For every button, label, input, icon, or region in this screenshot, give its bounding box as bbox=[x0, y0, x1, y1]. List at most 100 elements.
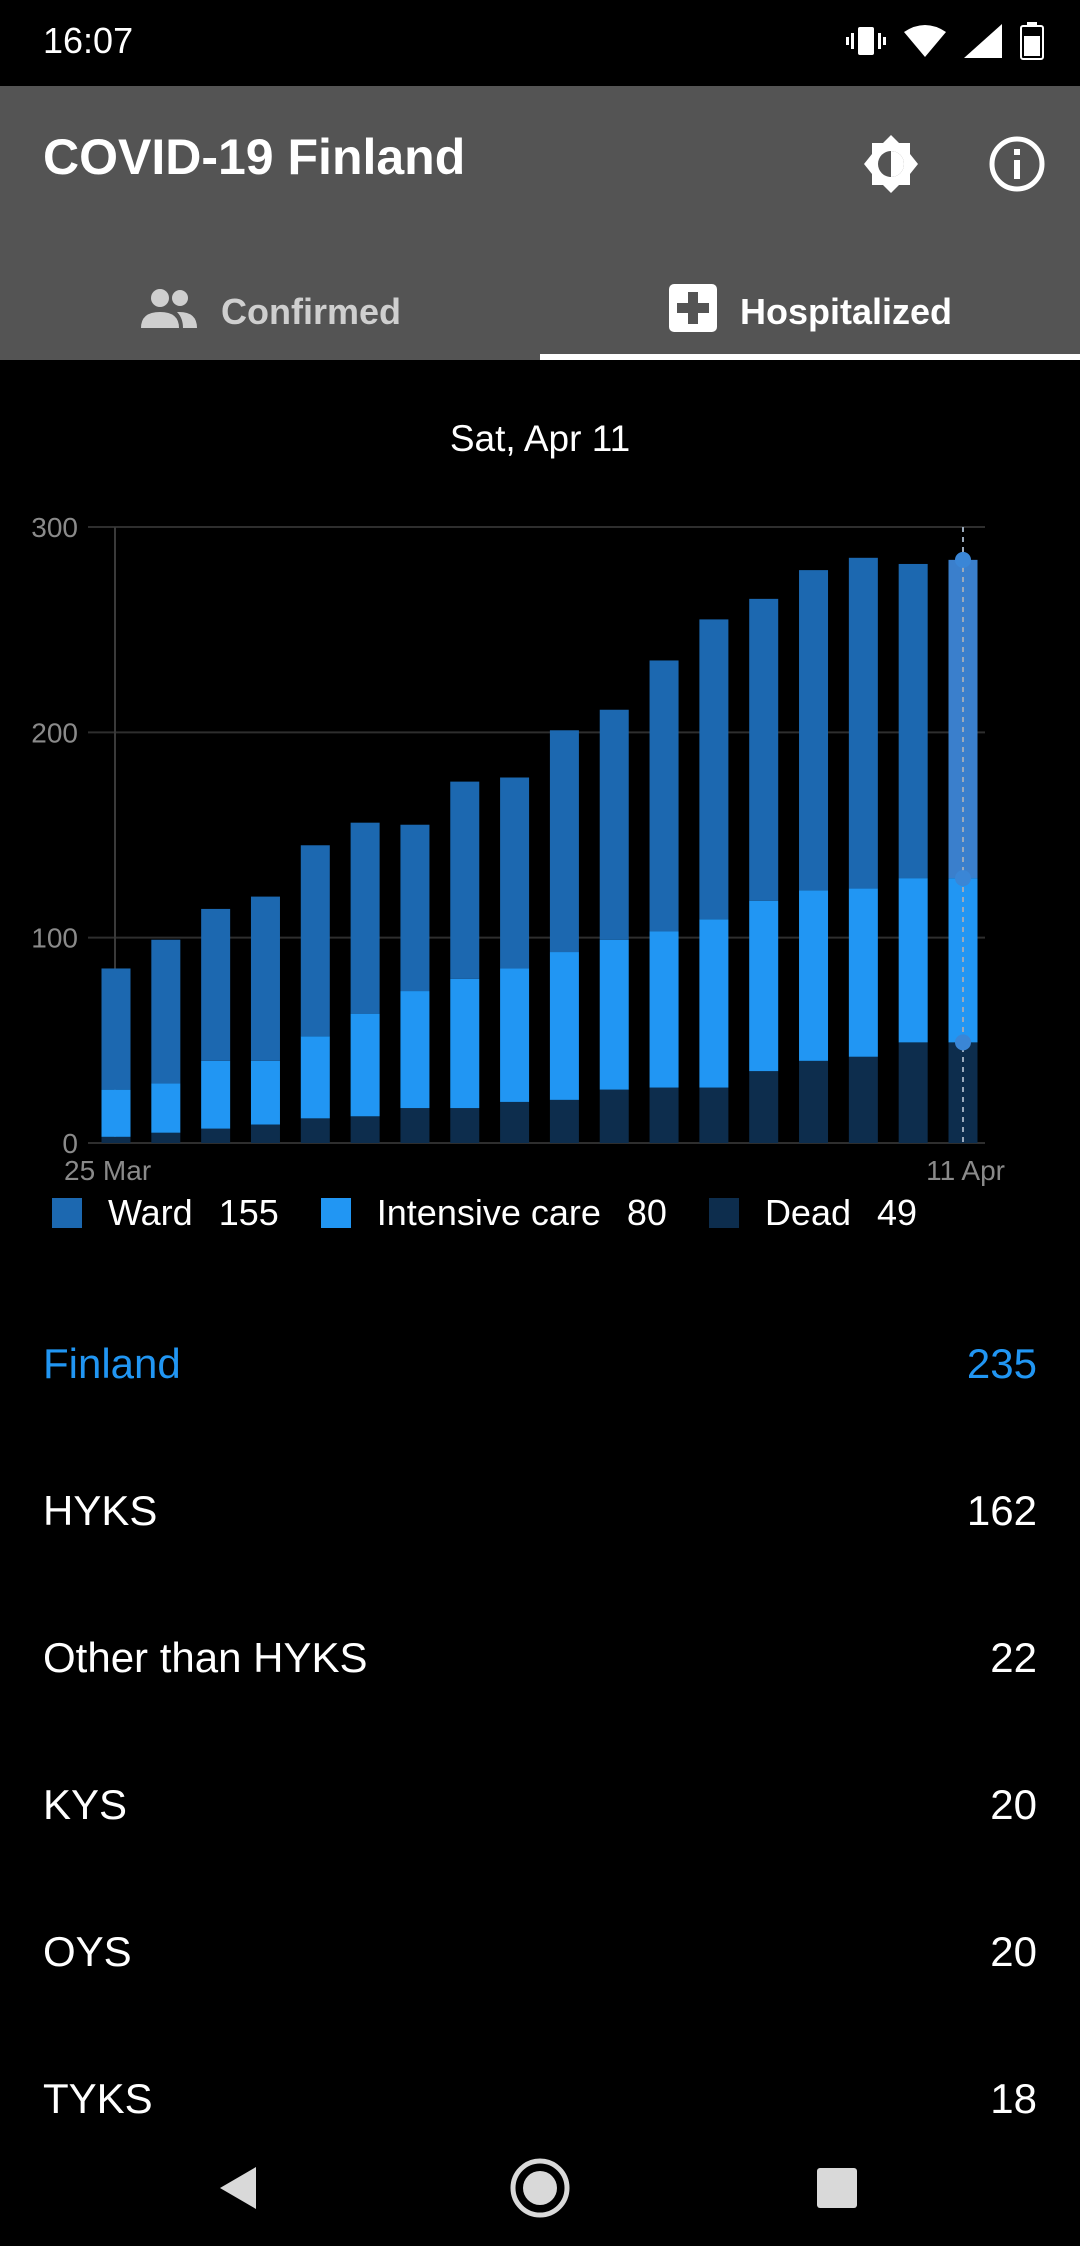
hospitalized-chart[interactable]: 0 100 200 300 25 Mar 11 Apr bbox=[0, 500, 1080, 1190]
tab-hospitalized-label: Hospitalized bbox=[740, 291, 952, 333]
bar-dead bbox=[899, 1042, 928, 1143]
region-name: HYKS bbox=[43, 1487, 157, 1535]
bar-intensive-care bbox=[102, 1090, 131, 1137]
legend-swatch-intensive-care bbox=[321, 1198, 351, 1228]
bar-dead bbox=[251, 1125, 280, 1143]
region-value: 22 bbox=[990, 1634, 1037, 1682]
region-value: 20 bbox=[990, 1781, 1037, 1829]
recents-icon bbox=[816, 2167, 858, 2214]
region-name: Other than HYKS bbox=[43, 1634, 368, 1682]
region-name: OYS bbox=[43, 1928, 132, 1976]
region-name: TYKS bbox=[43, 2075, 153, 2123]
legend-label-intensive-care: Intensive care bbox=[377, 1192, 601, 1234]
region-name: KYS bbox=[43, 1781, 127, 1829]
bar-ward bbox=[749, 599, 778, 901]
system-nav-bar bbox=[0, 2136, 1080, 2246]
region-value: 235 bbox=[967, 1340, 1037, 1388]
bar-intensive-care bbox=[301, 1036, 330, 1118]
app-title: COVID-19 Finland bbox=[43, 128, 465, 186]
legend-label-dead: Dead bbox=[765, 1192, 851, 1234]
bar-dead bbox=[799, 1061, 828, 1143]
brightness-icon bbox=[860, 133, 922, 200]
region-list: Finland 235 HYKS 162 Other than HYKS 22 … bbox=[0, 1290, 1080, 2172]
theme-toggle-button[interactable] bbox=[851, 126, 931, 206]
bar-ward bbox=[699, 619, 728, 919]
bar-dead bbox=[650, 1088, 679, 1143]
region-row-kys[interactable]: KYS 20 bbox=[0, 1731, 1080, 1878]
bar-intensive-care bbox=[699, 919, 728, 1087]
info-icon bbox=[988, 135, 1046, 198]
region-name: Finland bbox=[43, 1340, 181, 1388]
bar-dead bbox=[351, 1116, 380, 1143]
legend-value-dead: 49 bbox=[877, 1192, 917, 1234]
region-value: 162 bbox=[967, 1487, 1037, 1535]
tab-hospitalized[interactable]: Hospitalized bbox=[540, 264, 1080, 360]
bar-ward bbox=[301, 845, 330, 1036]
bar-intensive-care bbox=[400, 991, 429, 1108]
bar-intensive-care bbox=[749, 901, 778, 1071]
tab-confirmed-label: Confirmed bbox=[221, 291, 401, 333]
bar-ward bbox=[251, 897, 280, 1061]
bar-dead bbox=[550, 1100, 579, 1143]
bar-dead bbox=[699, 1088, 728, 1143]
bar-intensive-care bbox=[600, 940, 629, 1090]
back-button[interactable] bbox=[198, 2150, 278, 2230]
recents-button[interactable] bbox=[797, 2150, 877, 2230]
bar-intensive-care bbox=[899, 878, 928, 1042]
people-icon bbox=[139, 288, 199, 337]
bar-ward bbox=[151, 940, 180, 1084]
bar-intensive-care bbox=[799, 890, 828, 1060]
bar-ward bbox=[500, 778, 529, 969]
home-button[interactable] bbox=[500, 2150, 580, 2230]
bar-intensive-care bbox=[849, 888, 878, 1056]
status-icons bbox=[846, 18, 1044, 68]
bar-dead bbox=[400, 1108, 429, 1143]
bar-intensive-care bbox=[550, 952, 579, 1100]
bar-intensive-care bbox=[650, 932, 679, 1088]
chart-selected-date: Sat, Apr 11 bbox=[0, 418, 1080, 460]
legend-item-dead: Dead 49 bbox=[709, 1192, 917, 1234]
bar-intensive-care bbox=[351, 1014, 380, 1117]
vibrate-icon bbox=[846, 24, 886, 63]
bar-ward bbox=[849, 558, 878, 889]
region-row-hyks[interactable]: HYKS 162 bbox=[0, 1437, 1080, 1584]
bar-ward bbox=[550, 730, 579, 952]
legend-label-ward: Ward bbox=[108, 1192, 193, 1234]
bar-dead bbox=[849, 1057, 878, 1143]
region-row-oys[interactable]: OYS 20 bbox=[0, 1878, 1080, 2025]
x-tick-label-start: 25 Mar bbox=[64, 1155, 151, 1186]
bar-dead bbox=[600, 1090, 629, 1143]
tab-bar: Confirmed Hospitalized bbox=[0, 264, 1080, 360]
bar-dead bbox=[102, 1137, 131, 1143]
tab-confirmed[interactable]: Confirmed bbox=[0, 264, 540, 360]
legend-item-ward: Ward 155 bbox=[52, 1192, 279, 1234]
bar-intensive-care bbox=[151, 1083, 180, 1132]
bar-ward bbox=[201, 909, 230, 1061]
home-icon bbox=[509, 2157, 571, 2224]
wifi-icon bbox=[904, 24, 946, 63]
bar-dead bbox=[450, 1108, 479, 1143]
bar-intensive-care bbox=[450, 979, 479, 1108]
legend-value-ward: 155 bbox=[219, 1192, 279, 1234]
y-tick-label: 100 bbox=[31, 923, 78, 954]
bar-dead bbox=[749, 1071, 778, 1143]
y-tick-label: 300 bbox=[31, 512, 78, 543]
bar-dead bbox=[201, 1129, 230, 1143]
y-tick-label: 200 bbox=[31, 717, 78, 748]
legend-swatch-ward bbox=[52, 1198, 82, 1228]
bar-ward bbox=[400, 825, 429, 991]
bar-dead bbox=[151, 1133, 180, 1143]
info-button[interactable] bbox=[977, 126, 1057, 206]
bar-ward bbox=[600, 710, 629, 940]
hospital-icon bbox=[668, 283, 718, 342]
bar-intensive-care bbox=[251, 1061, 280, 1125]
legend-item-intensive-care: Intensive care 80 bbox=[321, 1192, 667, 1234]
status-time: 16:07 bbox=[43, 20, 133, 62]
region-value: 20 bbox=[990, 1928, 1037, 1976]
bar-dead bbox=[301, 1118, 330, 1143]
selection-point bbox=[955, 1034, 971, 1050]
x-tick-label-end: 11 Apr bbox=[926, 1155, 1005, 1186]
region-row-other-than-hyks[interactable]: Other than HYKS 22 bbox=[0, 1584, 1080, 1731]
region-row-finland[interactable]: Finland 235 bbox=[0, 1290, 1080, 1437]
tab-indicator bbox=[540, 354, 1080, 360]
